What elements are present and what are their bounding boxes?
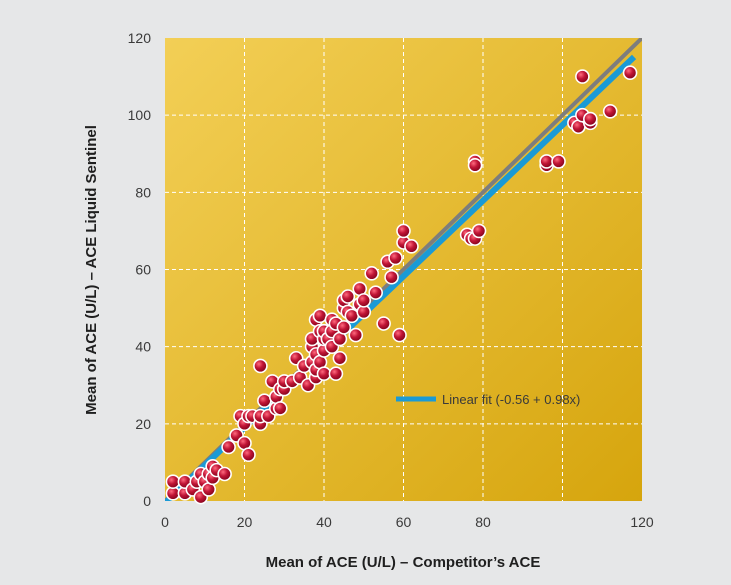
data-point [221, 439, 236, 455]
data-point [384, 269, 399, 285]
data-point [356, 293, 372, 308]
data-point [539, 154, 554, 169]
data-point [336, 320, 352, 335]
data-point [165, 474, 181, 490]
data-point [575, 69, 590, 84]
data-point [392, 327, 407, 343]
data-point [328, 366, 344, 381]
data-point [396, 223, 411, 239]
data-point [312, 308, 328, 324]
x-tick-label: 40 [316, 514, 332, 530]
y-tick-label: 80 [135, 184, 151, 200]
data-point [388, 250, 403, 266]
data-point [316, 366, 332, 381]
data-point [583, 111, 598, 127]
data-point [467, 158, 483, 173]
data-point [217, 466, 232, 482]
x-axis-ticks: 0 20 40 60 80 120 [161, 514, 654, 530]
y-tick-label: 40 [135, 339, 151, 355]
data-point [602, 104, 618, 119]
y-tick-label: 60 [135, 262, 151, 278]
legend: Linear fit (-0.56 + 0.98x) [396, 392, 580, 407]
data-point [551, 154, 566, 169]
data-point [253, 358, 268, 374]
y-tick-label: 20 [135, 416, 151, 432]
data-point [257, 393, 272, 408]
data-point [368, 285, 383, 300]
data-point [622, 65, 638, 81]
data-point [404, 239, 419, 254]
legend-label: Linear fit (-0.56 + 0.98x) [442, 392, 580, 407]
x-tick-label: 0 [161, 514, 169, 530]
data-point [272, 401, 288, 416]
x-tick-label: 80 [475, 514, 491, 530]
data-point [364, 266, 380, 281]
y-axis-ticks: 0 20 40 60 80 100 120 [128, 30, 152, 509]
data-point [332, 350, 348, 366]
data-point [348, 327, 364, 343]
y-axis-title: Mean of ACE (U/L) – ACE Liquid Sentinel [83, 125, 100, 415]
data-point [340, 289, 356, 304]
data-point [241, 447, 256, 463]
x-tick-label: 20 [237, 514, 253, 530]
data-points [165, 65, 638, 505]
data-point [376, 316, 391, 331]
data-point [471, 223, 487, 239]
x-axis-title: Mean of ACE (U/L) – Competitor’s ACE [266, 554, 541, 571]
x-tick-label: 60 [396, 514, 412, 530]
y-tick-label: 100 [128, 107, 152, 123]
data-point [344, 308, 360, 324]
y-tick-label: 120 [128, 30, 152, 46]
x-tick-label: 120 [630, 514, 654, 530]
y-tick-label: 0 [143, 493, 151, 509]
